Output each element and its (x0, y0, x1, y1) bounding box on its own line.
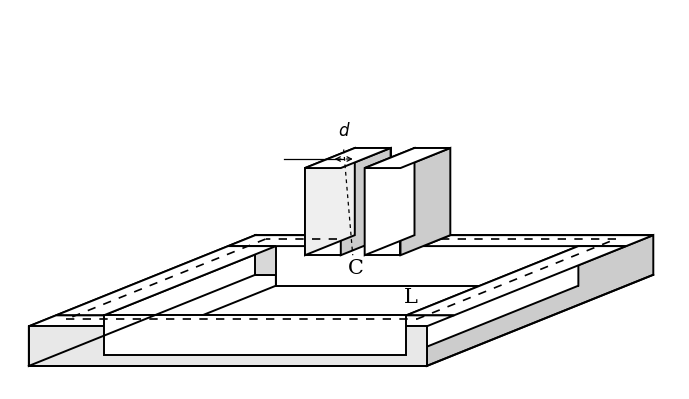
Polygon shape (363, 235, 415, 246)
Polygon shape (56, 246, 276, 315)
Polygon shape (451, 235, 653, 275)
Text: d: d (338, 122, 349, 140)
Polygon shape (391, 235, 415, 275)
Polygon shape (256, 235, 355, 275)
Polygon shape (364, 148, 451, 168)
Polygon shape (29, 326, 427, 366)
Polygon shape (355, 148, 391, 235)
Text: L: L (404, 288, 418, 307)
Polygon shape (276, 246, 578, 286)
Polygon shape (29, 315, 454, 326)
Polygon shape (104, 246, 276, 355)
Polygon shape (415, 148, 451, 235)
Polygon shape (341, 148, 391, 255)
Polygon shape (427, 235, 653, 366)
Polygon shape (305, 168, 341, 255)
Polygon shape (305, 148, 391, 168)
Polygon shape (364, 168, 400, 255)
Polygon shape (228, 235, 355, 246)
Polygon shape (407, 246, 626, 315)
Polygon shape (29, 235, 256, 366)
Polygon shape (400, 148, 451, 255)
Polygon shape (423, 235, 653, 246)
Polygon shape (104, 315, 407, 355)
Polygon shape (407, 246, 578, 355)
Text: C: C (348, 259, 364, 278)
Polygon shape (364, 148, 415, 255)
Polygon shape (305, 148, 355, 255)
